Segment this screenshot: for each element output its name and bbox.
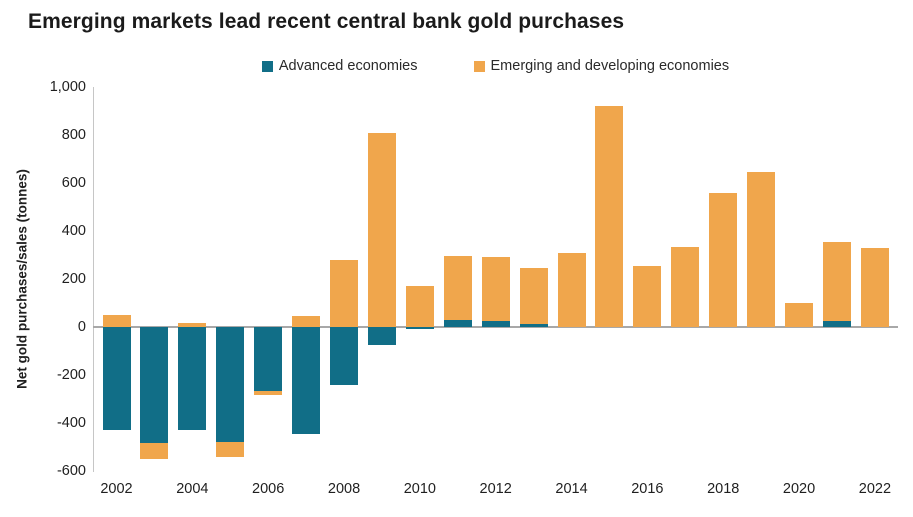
bar-2011-advanced	[443, 319, 472, 327]
bar-2021-emerging	[822, 241, 851, 321]
y-tick-label: -600	[56, 463, 86, 479]
x-tick-label: 2018	[707, 481, 740, 497]
bar-2007-advanced	[292, 327, 321, 434]
bar-2006-emerging	[254, 390, 283, 396]
bar-2010-emerging	[405, 286, 434, 327]
bar-2009-advanced	[367, 327, 396, 345]
x-tick-label: 2012	[479, 481, 512, 497]
bar-2008-advanced	[330, 327, 359, 385]
y-tick-label: 1,000	[49, 79, 86, 95]
y-tick-label: 200	[61, 271, 86, 287]
y-tick-label: 600	[61, 175, 86, 191]
x-tick-label: 2008	[327, 481, 361, 497]
y-axis-line	[93, 87, 94, 472]
legend-swatch-emerging-icon	[473, 60, 485, 72]
x-tick-label: 2006	[252, 481, 285, 497]
bar-2016-emerging	[633, 265, 662, 327]
bar-2012-advanced	[481, 321, 510, 327]
bar-2005-emerging	[216, 442, 245, 457]
bar-2017-emerging	[671, 246, 700, 327]
bar-2011-emerging	[443, 256, 472, 320]
bar-2003-emerging	[140, 443, 169, 459]
bar-2003-advanced	[140, 327, 169, 444]
chart-legend: Advanced economies Emerging and developi…	[93, 58, 898, 74]
bar-2018-emerging	[709, 192, 738, 327]
y-tick-label: -200	[56, 367, 86, 383]
bar-2010-advanced	[405, 327, 434, 329]
legend-label-advanced: Advanced economies	[278, 58, 418, 74]
bar-2007-emerging	[292, 316, 321, 327]
bar-2009-emerging	[367, 132, 396, 327]
x-tick-label: 2002	[100, 481, 133, 497]
x-tick-label: 2010	[403, 481, 436, 497]
y-tick-label: 400	[61, 223, 86, 239]
y-tick-label: 800	[61, 127, 86, 143]
bar-2002-advanced	[102, 327, 131, 431]
x-tick-label: 2016	[631, 481, 664, 497]
y-tick-label: 0	[77, 319, 86, 335]
x-tick-label: 2014	[555, 481, 588, 497]
legend-item-emerging: Emerging and developing economies	[473, 58, 730, 74]
legend-item-advanced: Advanced economies	[261, 58, 418, 74]
bar-2002-emerging	[102, 315, 131, 327]
bar-2004-emerging	[178, 323, 207, 327]
bar-2013-emerging	[519, 267, 548, 325]
bar-2020-emerging	[785, 303, 814, 327]
bar-2019-emerging	[747, 172, 776, 327]
bar-2015-emerging	[595, 106, 624, 327]
bar-2021-advanced	[822, 321, 851, 327]
bar-2022-emerging	[860, 247, 889, 327]
bar-2006-advanced	[254, 327, 283, 391]
x-tick-label: 2022	[858, 481, 892, 497]
x-tick-label: 2004	[176, 481, 209, 497]
bar-2005-advanced	[216, 327, 245, 443]
zero-baseline	[93, 326, 898, 328]
legend-swatch-advanced-icon	[261, 60, 273, 72]
bar-2008-emerging	[330, 259, 359, 327]
y-tick-label: -400	[56, 415, 86, 431]
bar-2012-emerging	[481, 257, 510, 321]
legend-label-emerging: Emerging and developing economies	[490, 58, 730, 74]
x-tick-label: 2020	[782, 481, 816, 497]
bar-2013-advanced	[519, 324, 548, 327]
chart-title: Emerging markets lead recent central ban…	[28, 10, 625, 33]
bar-2004-advanced	[178, 327, 207, 431]
bar-2014-emerging	[557, 252, 586, 327]
